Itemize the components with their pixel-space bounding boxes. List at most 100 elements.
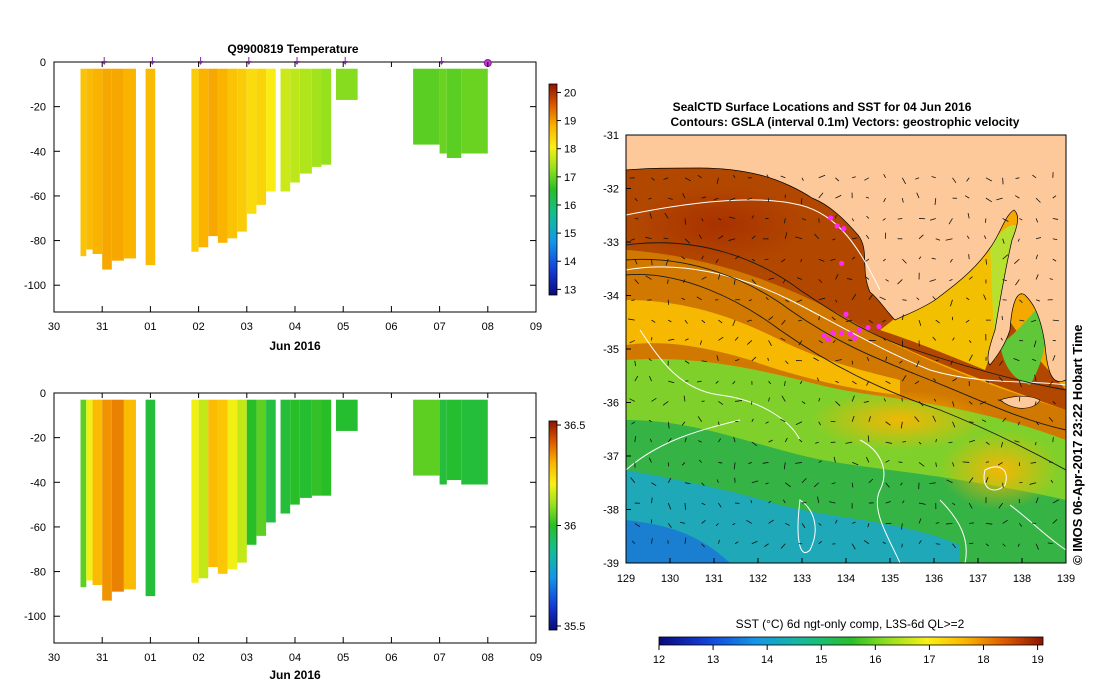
velocity-vector	[735, 400, 743, 402]
velocity-vector	[718, 319, 723, 324]
sst-field	[626, 135, 1066, 563]
velocity-vector	[1002, 417, 1007, 423]
velocity-vector	[645, 236, 652, 240]
velocity-vector	[684, 537, 687, 544]
velocity-vector	[697, 174, 702, 179]
velocity-vector	[1035, 421, 1040, 426]
velocity-vector	[929, 218, 936, 221]
velocity-vector	[784, 437, 788, 443]
velocity-vector	[1035, 274, 1039, 280]
velocity-vector	[818, 192, 824, 199]
velocity-vector	[945, 238, 953, 241]
velocity-vector	[935, 543, 941, 545]
velocity-vector	[1052, 437, 1054, 443]
profile-cell	[208, 399, 218, 568]
velocity-vector	[765, 297, 769, 301]
velocity-vector	[1032, 174, 1037, 179]
velocity-vector	[751, 418, 754, 422]
velocity-vector	[1017, 543, 1020, 547]
velocity-vector	[815, 441, 819, 444]
y-tick-label: -40	[30, 477, 46, 489]
velocity-vector	[746, 319, 752, 322]
velocity-vector	[1018, 421, 1020, 426]
velocity-vector	[865, 196, 870, 199]
x-tick-label: 03	[241, 652, 253, 664]
velocity-vector	[918, 441, 922, 445]
velocity-vector	[883, 173, 886, 178]
velocity-vector	[935, 359, 939, 362]
map-y-tick-label: -39	[603, 558, 619, 570]
velocity-vector	[818, 174, 826, 179]
profile-cell	[246, 68, 257, 214]
velocity-vector	[885, 459, 890, 463]
y-tick-label: -60	[30, 191, 46, 203]
velocity-vector	[818, 397, 821, 402]
seal-location-point	[841, 226, 847, 232]
velocity-vector	[952, 462, 955, 467]
profile-cell	[86, 68, 93, 250]
velocity-vector	[751, 258, 756, 262]
velocity-vector	[701, 502, 706, 506]
velocity-vector	[985, 476, 989, 483]
sst-colorbar-tick-label: 12	[653, 654, 665, 666]
velocity-vector	[634, 375, 639, 382]
velocity-vector	[898, 461, 903, 463]
velocity-vector	[830, 258, 836, 261]
profile-marker	[294, 61, 300, 65]
velocity-vector	[851, 256, 856, 260]
velocity-vector	[718, 421, 720, 426]
velocity-vector	[932, 415, 937, 422]
velocity-vector	[885, 421, 891, 426]
velocity-vector	[997, 399, 1003, 402]
sst-colorbar-tick-label: 14	[761, 654, 773, 666]
land-mass	[626, 135, 1066, 382]
velocity-vector	[918, 540, 922, 544]
velocity-vector	[851, 380, 857, 385]
velocity-vector	[979, 401, 987, 405]
sst-colorbar-tick-label: 16	[869, 654, 881, 666]
velocity-vector	[1002, 218, 1009, 222]
profile-cell	[237, 68, 247, 232]
velocity-vector	[933, 378, 937, 382]
velocity-vector	[1002, 279, 1007, 282]
map-y-ticks: -31 -32 -33 -34 -35 -36 -37 -38 -39	[603, 130, 631, 570]
sst-colorbar-tick-label: 19	[1031, 654, 1043, 666]
colorbar-tick-label: 36	[564, 521, 576, 533]
velocity-vector	[985, 543, 990, 547]
velocity-vector	[698, 459, 702, 463]
map-y-tick-label: -38	[603, 505, 619, 517]
profile-marker	[198, 61, 204, 65]
velocity-vector	[785, 482, 791, 488]
velocity-vector	[1049, 380, 1054, 386]
velocity-vector	[649, 212, 652, 219]
velocity-vector	[796, 277, 803, 280]
velocity-vector	[699, 340, 703, 345]
x-tick-label: 31	[96, 321, 108, 333]
velocity-vector	[831, 482, 836, 485]
profile-cell	[217, 68, 228, 243]
velocity-vector	[701, 218, 704, 222]
velocity-vector	[1019, 319, 1025, 322]
map-x-tick-label: 133	[793, 573, 811, 585]
velocity-vector	[969, 522, 975, 524]
velocity-vector	[1035, 197, 1041, 203]
colorbar-tick-label: 35.5	[564, 621, 585, 633]
velocity-vector	[931, 176, 936, 179]
salinity-profiles	[80, 399, 488, 601]
x-tick-label: 04	[289, 321, 301, 333]
velocity-vector	[1052, 319, 1059, 322]
velocity-vector	[845, 441, 853, 444]
x-tick-label: 01	[144, 652, 156, 664]
velocity-vector	[1052, 218, 1059, 220]
profile-cell	[198, 68, 209, 248]
velocity-vector	[1033, 340, 1037, 348]
velocity-vector	[668, 338, 675, 341]
velocity-vector	[998, 502, 1003, 509]
velocity-vector	[664, 212, 669, 219]
velocity-vector	[768, 340, 772, 347]
velocity-vector	[813, 357, 819, 362]
velocity-vector	[1034, 401, 1037, 405]
velocity-vector	[796, 299, 803, 303]
profile-cell	[461, 399, 488, 485]
velocity-vector	[933, 398, 937, 402]
